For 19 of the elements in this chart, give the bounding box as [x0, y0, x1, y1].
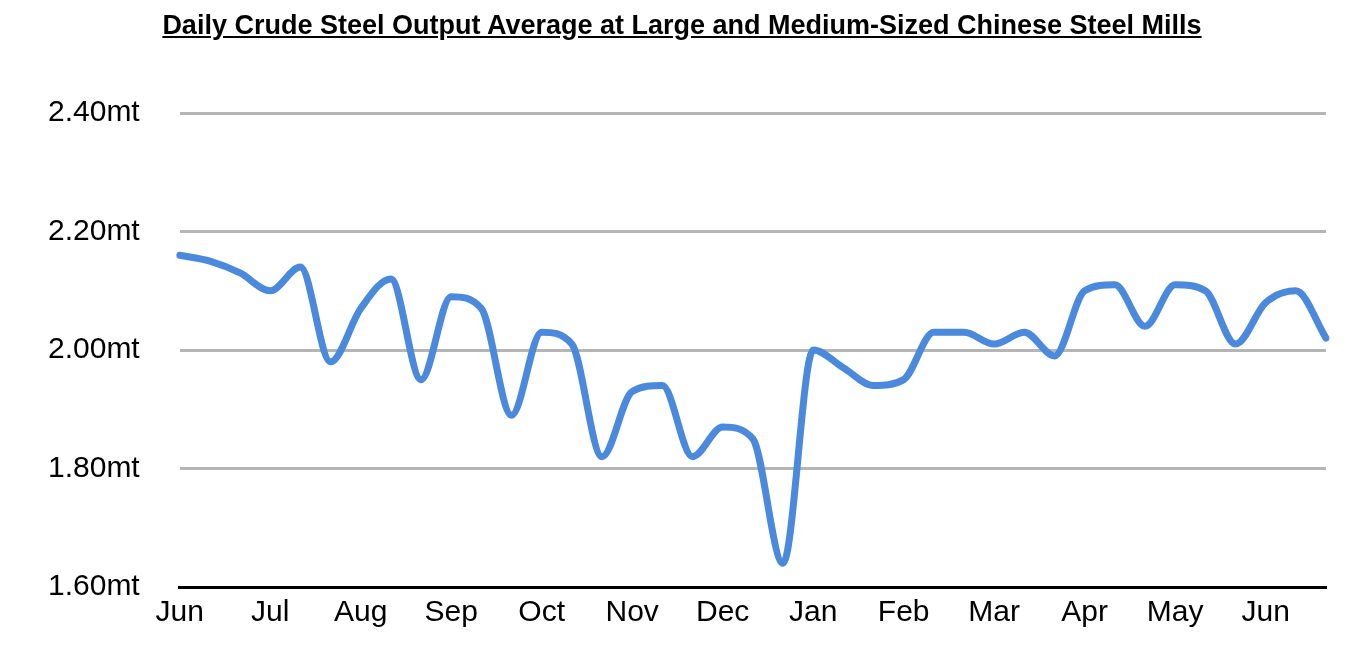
y-tick-label: 2.40mt — [48, 94, 141, 128]
y-tick-label: 1.60mt — [48, 568, 141, 602]
x-tick-label: Oct — [518, 594, 566, 628]
x-tick-label: Jul — [251, 594, 290, 628]
y-tick-label: 2.20mt — [48, 212, 141, 246]
x-tick-label: Dec — [696, 594, 750, 628]
y-tick-label: 2.00mt — [48, 331, 141, 365]
x-tick-label: Feb — [877, 594, 930, 628]
x-tick-label: Jan — [789, 594, 838, 628]
y-tick-label: 1.80mt — [48, 449, 141, 483]
x-tick-label: Sep — [424, 594, 478, 628]
x-tick-label: May — [1146, 594, 1204, 628]
chart-title: Daily Crude Steel Output Average at Large and Medium-Sized Chinese Steel Mills — [161, 10, 1203, 41]
x-tick-label: Nov — [605, 594, 659, 628]
x-tick-label: Jun — [1241, 594, 1290, 628]
x-tick-label: Jun — [155, 594, 204, 628]
x-tick-label: Mar — [968, 594, 1021, 628]
x-tick-label: Apr — [1061, 594, 1109, 628]
x-tick-label: Aug — [334, 594, 388, 628]
